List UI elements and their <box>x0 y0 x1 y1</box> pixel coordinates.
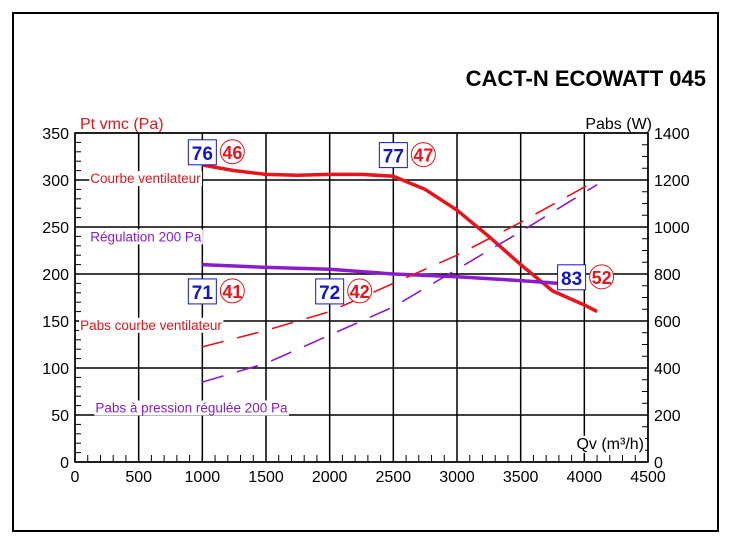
x-tick-label: 4500 <box>630 469 666 486</box>
series-label: Courbe ventilateur <box>90 171 201 186</box>
series-label: Pabs courbe ventilateur <box>80 318 222 333</box>
annotation-box <box>557 264 587 291</box>
series-label-bg <box>89 229 203 245</box>
annotation-box-value: 77 <box>383 147 404 168</box>
y-left-tick-label: 200 <box>42 267 69 284</box>
annotation-box-value: 83 <box>561 269 582 290</box>
x-tick-label: 3500 <box>503 469 539 486</box>
series-line <box>202 179 598 348</box>
annotation-circle-value: 47 <box>413 146 433 166</box>
annotation-circle-value: 42 <box>350 282 370 302</box>
x-tick-label: 2500 <box>376 469 412 486</box>
annotation-circle <box>347 278 373 304</box>
annotation-box <box>315 278 345 305</box>
annotation-circle <box>219 139 245 165</box>
annotation-box <box>378 142 408 169</box>
chart-frame <box>12 12 719 532</box>
annotation-box <box>187 139 217 166</box>
x-tick-label: 4000 <box>567 469 603 486</box>
x-tick-label: 2000 <box>312 469 348 486</box>
y-left-label: Pt vmc (Pa) <box>80 116 164 133</box>
series-label-bg <box>79 317 224 333</box>
y-left-tick-label: 250 <box>42 220 69 237</box>
annotation-box-value: 71 <box>192 283 214 304</box>
annotation-circle-value: 52 <box>592 268 612 288</box>
y-right-tick-label: 800 <box>654 267 681 284</box>
x-tick-label: 1000 <box>185 469 221 486</box>
annotation-box <box>187 278 217 305</box>
annotation-box-value: 72 <box>319 283 340 304</box>
annotation-circle-value: 46 <box>222 143 242 163</box>
series-line <box>201 163 598 314</box>
y-right-tick-label: 1200 <box>654 173 690 190</box>
x-tick-label: 3000 <box>439 469 475 486</box>
x-tick-label: 500 <box>125 469 152 486</box>
annotation-circle <box>219 278 245 304</box>
series-label: Pabs à pression régulée 200 Pa <box>95 400 288 415</box>
series-label: Régulation 200 Pa <box>90 229 202 244</box>
annotation-box-value: 76 <box>192 144 213 165</box>
annotation-circle <box>589 264 615 290</box>
series-label-bg <box>89 171 203 187</box>
x-axis-label: Qv (m³/h) <box>576 436 644 453</box>
y-right-tick-label: 400 <box>654 361 681 378</box>
chart-title: CACT-N ECOWATT 045 <box>466 66 706 91</box>
y-left-tick-label: 350 <box>42 126 69 143</box>
series-label-bg <box>94 400 289 416</box>
y-left-tick-label: 150 <box>42 314 69 331</box>
annotation-circle-value: 41 <box>222 282 242 302</box>
y-right-tick-label: 200 <box>654 408 681 425</box>
x-label-bg <box>574 435 645 453</box>
x-tick-label: 1500 <box>248 469 284 486</box>
y-right-tick-label: 1400 <box>654 126 690 143</box>
annotation-circle <box>410 142 436 168</box>
y-right-tick-label: 600 <box>654 314 681 331</box>
x-tick-label: 0 <box>71 469 80 486</box>
y-right-tick-label: 0 <box>654 455 663 472</box>
y-left-tick-label: 300 <box>42 173 69 190</box>
series-line <box>202 262 560 286</box>
y-left-tick-label: 50 <box>51 408 69 425</box>
y-right-tick-label: 1000 <box>654 220 690 237</box>
y-right-label: Pabs (W) <box>585 116 652 133</box>
y-left-tick-label: 0 <box>60 455 69 472</box>
y-left-tick-label: 100 <box>42 361 69 378</box>
